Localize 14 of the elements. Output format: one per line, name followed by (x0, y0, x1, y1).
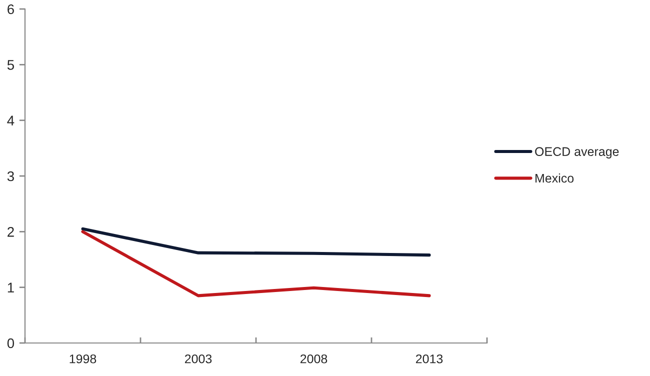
y-tick-label: 2 (8, 227, 14, 237)
y-tick-label: 6 (8, 4, 14, 14)
x-tick-label: 1998 (70, 354, 96, 364)
y-tick-label: 3 (7, 171, 14, 182)
x-tick-label: 2003 (184, 354, 212, 364)
y-tick-label: 4 (7, 116, 14, 126)
y-tick-label: 1 (8, 282, 14, 292)
legend-label: Mexico (536, 173, 574, 183)
legend-label: OECD average (535, 147, 619, 158)
y-tick-label: 0 (7, 338, 14, 348)
line-series (81, 227, 431, 257)
y-tick-label: 5 (7, 60, 14, 70)
x-tick-label: 2008 (300, 354, 328, 364)
x-tick-label: 2013 (416, 354, 443, 364)
